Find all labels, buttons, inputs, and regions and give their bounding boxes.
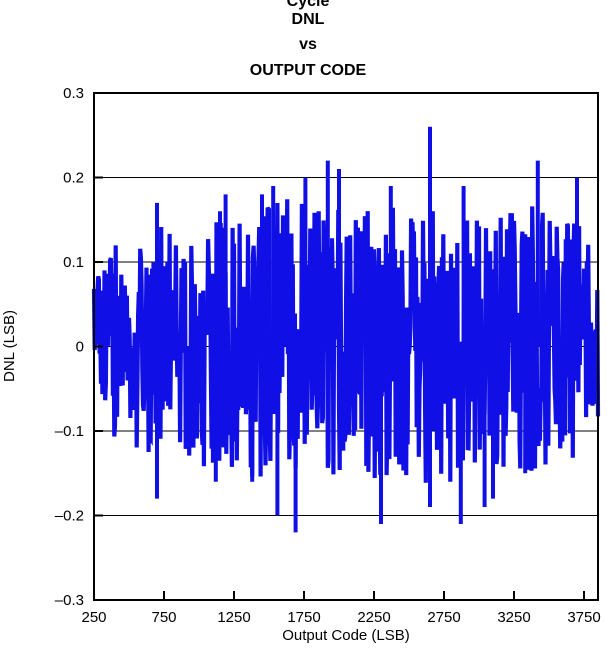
x-tick-label: 750 [151, 609, 176, 626]
x-tick-label: 1750 [287, 609, 320, 626]
x-tick-label: 3250 [497, 609, 530, 626]
y-axis-label: DNL (LSB) [1, 310, 18, 382]
y-tick-label: –0.1 [55, 423, 84, 440]
x-tick-label: 1250 [217, 609, 250, 626]
x-axis-label: Output Code (LSB) [282, 627, 410, 644]
y-tick-labels: –0.3 –0.2 –0.1 0 0.1 0.2 0.3 [55, 85, 84, 609]
y-tick-label: –0.2 [55, 508, 84, 525]
dnl-trace [91, 199, 601, 483]
x-tick-label: 2750 [427, 609, 460, 626]
y-tick-label: 0 [76, 339, 84, 356]
axis-ticks [93, 92, 585, 601]
title-line-3: vs [299, 36, 317, 53]
x-tick-label: 250 [81, 609, 106, 626]
x-tick-label: 3750 [567, 609, 600, 626]
y-tick-label: 0.2 [63, 170, 84, 187]
x-tick-labels: 250 750 1250 1750 2250 2750 3250 3750 [81, 609, 600, 626]
x-tick-label: 2250 [357, 609, 390, 626]
chart-title: Cycle DNL vs OUTPUT CODE [250, 0, 367, 79]
y-tick-label: 0.3 [63, 85, 84, 102]
title-line-2: DNL [292, 11, 325, 28]
title-line-4: OUTPUT CODE [250, 62, 367, 79]
data-series [91, 126, 601, 533]
y-tick-label: –0.3 [55, 592, 84, 609]
title-line-1: Cycle [287, 0, 330, 10]
y-tick-label: 0.1 [63, 254, 84, 271]
